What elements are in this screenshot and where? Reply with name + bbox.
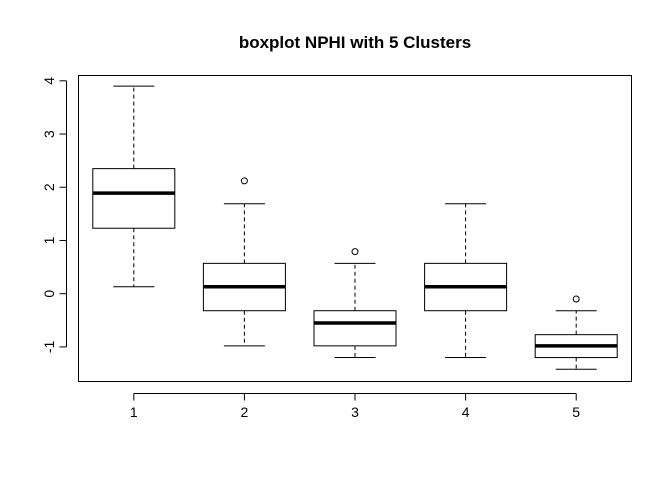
box-cluster-1 — [92, 85, 176, 288]
y-tick-label: 0 — [41, 290, 57, 298]
box-cluster-3 — [313, 248, 397, 359]
y-tick-label: -1 — [41, 340, 57, 353]
y-axis: -1 0 1 2 3 4 — [41, 77, 67, 353]
box-cluster-2 — [202, 177, 286, 347]
x-tick-label: 4 — [462, 404, 470, 420]
chart-title: boxplot NPHI with 5 Clusters — [239, 33, 471, 52]
boxes-group — [92, 85, 618, 370]
x-tick-label: 2 — [241, 404, 249, 420]
iqr-box — [92, 168, 176, 229]
iqr-box — [313, 310, 397, 347]
outlier-point — [351, 248, 359, 256]
y-tick-label: 1 — [41, 236, 57, 244]
plot-area-frame — [78, 75, 632, 382]
box-cluster-4 — [424, 203, 508, 359]
x-tick-label: 1 — [130, 404, 138, 420]
x-axis: 1 2 3 4 5 — [130, 393, 580, 420]
y-tick-label: 3 — [41, 130, 57, 138]
outlier-point — [240, 177, 248, 185]
box-cluster-5 — [534, 295, 618, 370]
y-tick-label: 4 — [41, 77, 57, 85]
y-tick-label: 2 — [41, 183, 57, 191]
x-tick-label: 5 — [572, 404, 580, 420]
outlier-point — [572, 295, 580, 303]
x-tick-label: 3 — [351, 404, 359, 420]
